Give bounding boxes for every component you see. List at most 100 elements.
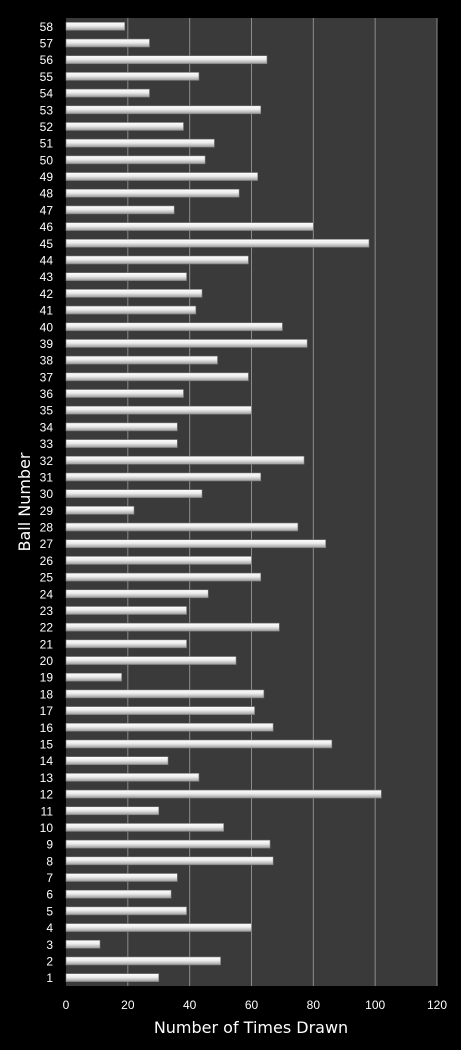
y-tick-label: 5	[46, 904, 53, 918]
bar	[65, 455, 305, 465]
y-tick-label: 12	[40, 788, 54, 802]
bar	[65, 823, 224, 832]
bar	[65, 55, 268, 65]
bar	[65, 239, 370, 248]
bar	[65, 389, 184, 398]
y-tick-label: 57	[40, 37, 54, 51]
y-tick-label: 36	[40, 387, 54, 401]
bar	[65, 322, 283, 332]
y-tick-label: 23	[40, 604, 54, 618]
bar	[65, 839, 271, 849]
y-tick-label: 47	[40, 203, 54, 217]
y-tick-label: 11	[41, 804, 54, 818]
y-tick-label: 24	[40, 587, 54, 601]
bar	[65, 355, 218, 365]
y-tick-label: 49	[40, 170, 54, 184]
bar	[65, 873, 178, 882]
y-tick-label: 8	[46, 854, 53, 868]
bar	[65, 606, 187, 615]
y-tick-label: 55	[40, 70, 54, 84]
bar	[65, 956, 221, 966]
bar	[65, 639, 187, 649]
y-tick-label: 20	[40, 654, 54, 668]
bar	[65, 305, 197, 315]
y-tick-label: 37	[40, 370, 54, 384]
x-tick-label: 80	[307, 998, 321, 1012]
bar	[65, 339, 308, 348]
y-tick-label: 56	[40, 53, 54, 67]
bar	[65, 806, 160, 816]
bar	[65, 155, 206, 165]
y-tick-label: 25	[40, 571, 54, 585]
y-tick-label: 13	[40, 771, 54, 785]
y-tick-labels: 1234567891011121314151617181920212223242…	[40, 20, 54, 985]
bar	[65, 222, 314, 231]
bar	[65, 122, 184, 131]
y-tick-label: 9	[46, 838, 53, 852]
y-tick-label: 30	[40, 487, 54, 501]
bar	[65, 439, 178, 448]
y-tick-label: 16	[40, 721, 54, 735]
y-tick-label: 10	[40, 821, 54, 835]
bar	[65, 188, 240, 198]
bar	[65, 589, 209, 599]
y-tick-label: 14	[40, 754, 54, 768]
bar	[65, 272, 187, 281]
bar	[65, 556, 252, 565]
bar	[65, 289, 203, 298]
y-tick-label: 28	[40, 521, 54, 535]
y-tick-label: 17	[40, 704, 54, 718]
bar	[65, 939, 101, 949]
bar	[65, 689, 265, 699]
y-tick-label: 52	[40, 120, 54, 134]
bar	[65, 856, 274, 866]
y-tick-label: 33	[40, 437, 54, 451]
y-tick-label: 34	[40, 420, 54, 434]
y-tick-label: 58	[40, 20, 54, 34]
y-tick-label: 50	[40, 153, 54, 167]
bar	[65, 172, 258, 181]
y-tick-label: 38	[40, 354, 54, 368]
x-tick-labels: 0 20 40 60 80 100 120	[63, 998, 448, 1012]
bar	[65, 372, 249, 382]
bar	[65, 205, 175, 215]
y-tick-label: 21	[40, 637, 54, 651]
x-tick-label: 100	[365, 998, 385, 1012]
y-tick-label: 54	[40, 87, 54, 101]
y-tick-label: 1	[46, 971, 53, 985]
y-tick-label: 35	[40, 404, 54, 418]
y-tick-label: 15	[40, 738, 54, 752]
y-tick-label: 41	[40, 304, 54, 318]
x-tick-label: 20	[121, 998, 135, 1012]
bar	[65, 923, 252, 932]
bars	[65, 22, 382, 982]
bar	[65, 973, 160, 982]
y-tick-label: 46	[40, 220, 54, 234]
y-tick-label: 42	[40, 287, 54, 301]
y-tick-label: 40	[40, 320, 54, 334]
bar	[65, 405, 252, 415]
bar	[65, 539, 327, 549]
bar	[65, 472, 262, 482]
bar	[65, 105, 262, 115]
y-tick-label: 18	[40, 687, 54, 701]
y-tick-label: 6	[46, 888, 53, 902]
bar	[65, 572, 262, 582]
bar	[65, 255, 249, 265]
y-tick-label: 51	[40, 137, 54, 151]
y-tick-label: 19	[40, 671, 54, 685]
y-tick-label: 31	[40, 470, 54, 484]
bar	[65, 789, 382, 799]
bar	[65, 138, 215, 148]
bar	[65, 22, 126, 31]
y-tick-label: 32	[40, 454, 54, 468]
y-tick-label: 3	[46, 938, 53, 952]
y-tick-label: 43	[40, 270, 54, 284]
y-tick-label: 45	[40, 237, 54, 251]
bar	[65, 739, 333, 749]
bar	[65, 906, 187, 916]
y-tick-label: 53	[40, 103, 54, 117]
bar	[65, 489, 203, 498]
bar	[65, 72, 200, 81]
